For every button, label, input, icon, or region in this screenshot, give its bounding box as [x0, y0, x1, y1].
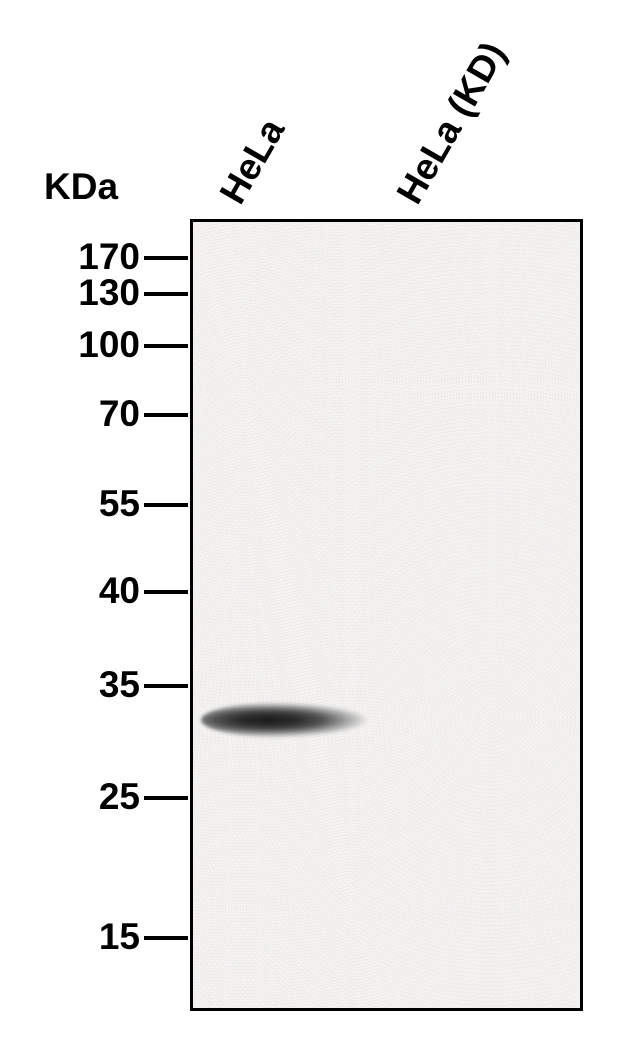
marker-tick-35 [144, 684, 188, 688]
marker-tick-130 [144, 292, 188, 296]
marker-label-70: 70 [0, 393, 140, 435]
marker-label-130: 130 [0, 272, 140, 314]
marker-tick-100 [144, 344, 188, 348]
lane-label-hela: HeLa [212, 112, 294, 211]
marker-label-100: 100 [0, 324, 140, 366]
marker-label-15: 15 [0, 916, 140, 958]
marker-label-35: 35 [0, 664, 140, 706]
marker-label-55: 55 [0, 483, 140, 525]
marker-label-40: 40 [0, 570, 140, 612]
kda-unit-label: KDa [44, 166, 118, 208]
marker-tick-15 [144, 936, 188, 940]
marker-tick-40 [144, 590, 188, 594]
lane-label-hela-kd: HeLa (KD) [389, 35, 515, 211]
marker-label-25: 25 [0, 776, 140, 818]
marker-tick-170 [144, 256, 188, 260]
figure-container: KDa 170 130 100 70 55 40 35 25 15 HeLa H… [0, 0, 627, 1045]
blot-membrane [190, 219, 583, 1011]
band-hela-33kda [201, 702, 369, 738]
marker-tick-55 [144, 503, 188, 507]
marker-tick-25 [144, 796, 188, 800]
marker-tick-70 [144, 413, 188, 417]
membrane-noise [193, 222, 580, 1008]
